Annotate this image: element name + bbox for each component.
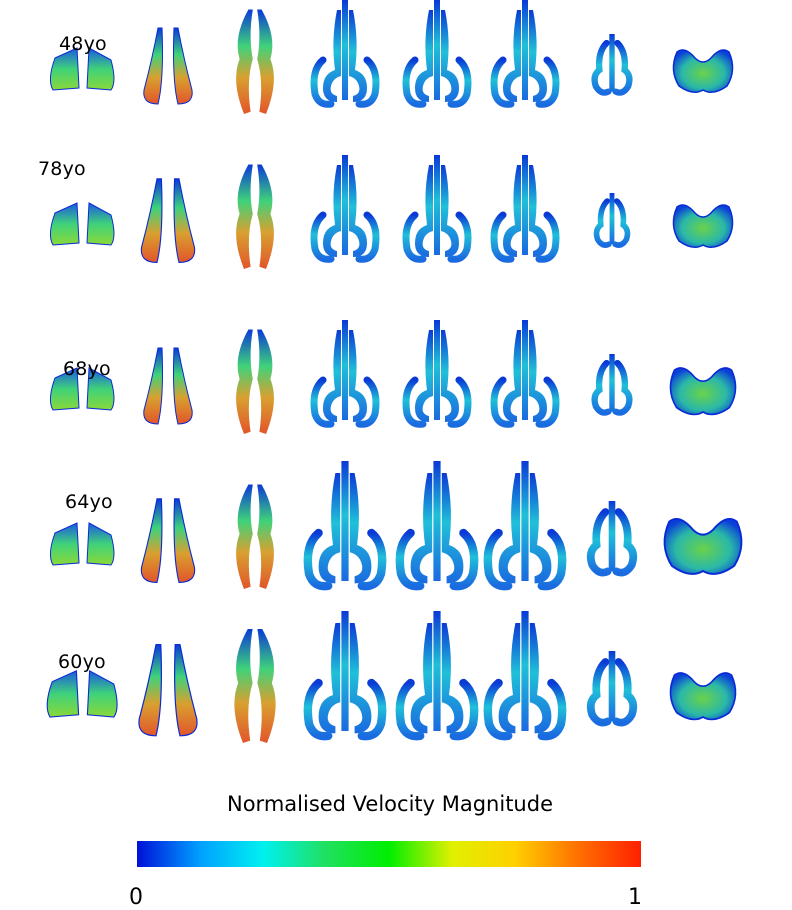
row-label-48yo: 48yo xyxy=(59,33,107,55)
cross-section-r1-c8 xyxy=(672,49,734,93)
cross-section-r4-c4 xyxy=(303,461,387,591)
cross-section-r2-c8 xyxy=(672,204,734,248)
cross-section-r2-c5 xyxy=(402,155,472,263)
cross-section-r5-c5 xyxy=(395,611,479,741)
cross-section-r2-c7 xyxy=(591,193,633,248)
cross-section-r5-c6 xyxy=(483,611,567,741)
cross-section-r1-c1 xyxy=(49,47,115,91)
cross-section-r5-c2 xyxy=(138,643,198,737)
cross-section-r3-c8 xyxy=(669,367,737,416)
cross-section-r2-c2 xyxy=(140,178,196,263)
row-label-68yo: 68yo xyxy=(63,358,111,380)
colorbar xyxy=(137,841,641,867)
cross-section-r4-c1 xyxy=(49,522,115,566)
cross-section-r4-c2 xyxy=(140,498,196,583)
cross-section-r3-c7 xyxy=(589,354,635,416)
cross-section-r4-c8 xyxy=(663,518,743,575)
row-label-60yo: 60yo xyxy=(58,651,106,673)
cross-section-r2-c6 xyxy=(490,155,560,263)
cross-section-r2-c1 xyxy=(49,202,115,246)
cross-section-r5-c7 xyxy=(584,651,640,727)
cross-section-r1-c6 xyxy=(490,0,560,108)
cross-section-r1-c3 xyxy=(236,9,274,114)
cross-section-r3-c5 xyxy=(402,320,472,428)
row-label-78yo: 78yo xyxy=(38,158,86,180)
cross-section-r1-c2 xyxy=(143,27,193,105)
cross-section-r2-c4 xyxy=(310,155,380,263)
cross-section-r5-c4 xyxy=(303,611,387,741)
cross-section-r5-c3 xyxy=(234,629,276,743)
cross-section-r5-c8 xyxy=(669,672,737,721)
cross-section-r5-c1 xyxy=(46,669,118,718)
cross-section-r1-c5 xyxy=(402,0,472,108)
cross-section-r3-c2 xyxy=(143,347,193,425)
cross-section-r3-c1 xyxy=(49,367,115,411)
cross-section-r1-c7 xyxy=(589,34,635,96)
colorbar-min-label: 0 xyxy=(129,885,143,910)
cross-section-r3-c4 xyxy=(310,320,380,428)
row-label-64yo: 64yo xyxy=(65,491,113,513)
cross-section-r4-c5 xyxy=(395,461,479,591)
cross-section-r1-c4 xyxy=(310,0,380,108)
cross-section-r4-c7 xyxy=(584,501,640,577)
cross-section-r4-c3 xyxy=(236,484,274,589)
cross-section-r3-c6 xyxy=(490,320,560,428)
cross-section-r3-c3 xyxy=(236,329,274,434)
cross-section-r4-c6 xyxy=(483,461,567,591)
cross-section-r2-c3 xyxy=(236,164,274,269)
colorbar-title: Normalised Velocity Magnitude xyxy=(227,792,553,816)
colorbar-max-label: 1 xyxy=(628,885,642,910)
cross-section-panel xyxy=(46,0,743,743)
